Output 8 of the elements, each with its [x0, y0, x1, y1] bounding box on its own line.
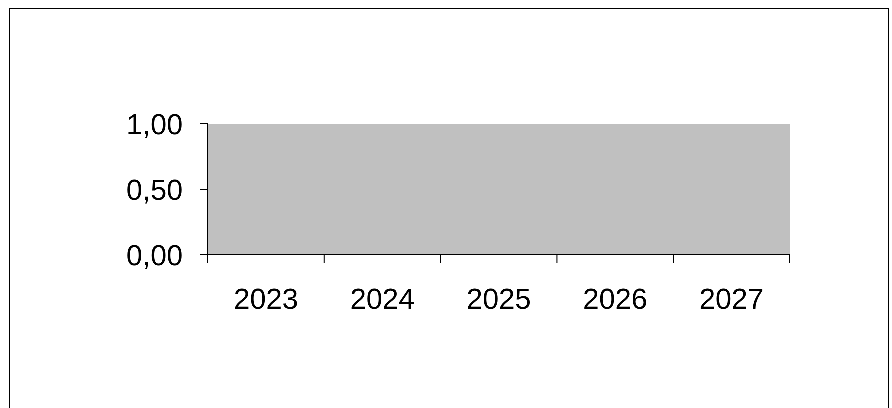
y-tick-label: 0,00: [126, 240, 183, 272]
x-tick-label: 2024: [350, 284, 415, 316]
y-tick-label: 0,50: [126, 174, 183, 207]
x-tick-label: 2027: [700, 284, 764, 316]
x-tick-label: 2023: [234, 284, 298, 316]
x-tick-label: 2025: [466, 284, 532, 316]
y-tick-label: 1,00: [126, 109, 183, 142]
x-tick-label: 2026: [583, 284, 648, 316]
